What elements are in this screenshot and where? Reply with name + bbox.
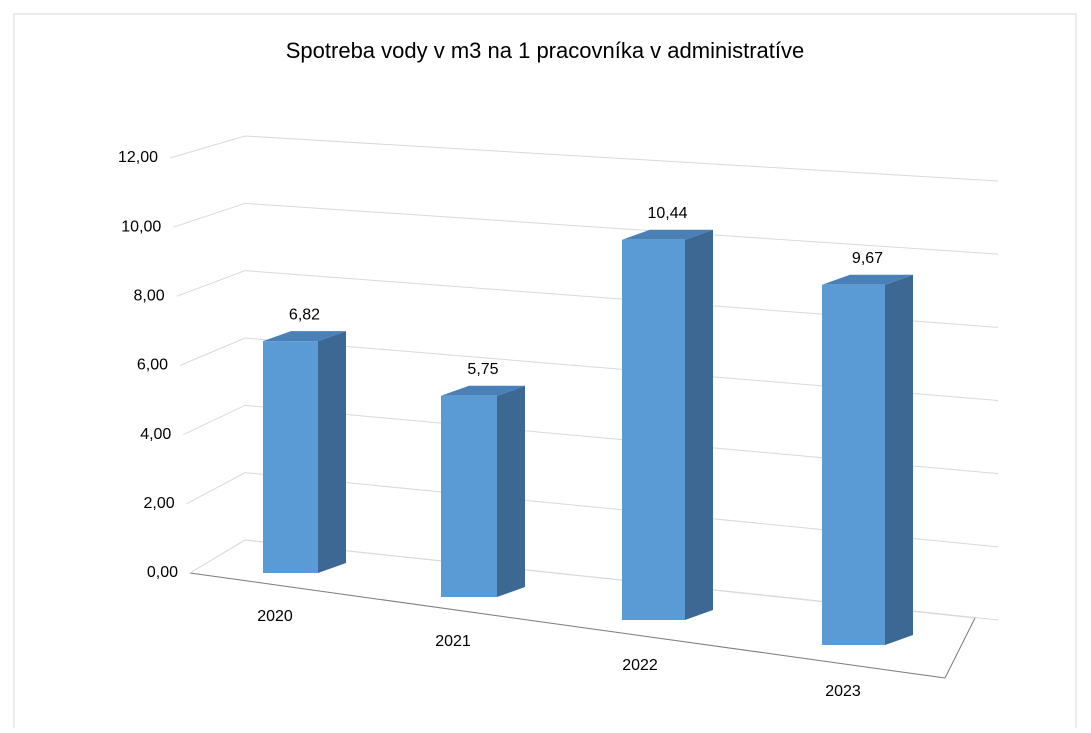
chart-frame [13,13,1077,733]
y-tick-label: 12,00 [118,149,158,166]
bar-top [263,331,346,342]
bar [263,341,318,573]
bar [822,284,885,645]
grid-line [179,337,999,401]
value-label: 5,75 [467,361,498,378]
bar-top [822,274,913,285]
grid-line [189,539,999,621]
grid-line [183,404,999,475]
bar-side [318,331,346,573]
x-tick-label: 2021 [435,633,471,650]
bar-top [441,385,525,396]
bar [622,239,685,620]
y-tick-label: 2,00 [144,495,175,512]
grid-line [169,135,999,182]
bar-side [685,229,713,620]
value-label: 9,67 [852,250,883,267]
y-tick-label: 4,00 [140,426,171,443]
y-tick-label: 6,00 [137,357,168,374]
value-label: 6,82 [289,306,320,323]
floor-side-edge [944,617,976,679]
x-tick-label: 2022 [622,657,658,674]
bar-top [622,229,713,240]
value-label: 10,44 [647,205,687,222]
x-tick-label: 2020 [257,608,293,625]
bar [441,395,497,597]
y-tick-label: 0,00 [147,564,178,581]
y-tick-label: 10,00 [121,218,161,235]
grid-line [173,202,999,255]
floor-front-edge [189,572,946,679]
grid-line [176,270,999,328]
bar-side [497,385,525,597]
y-tick-label: 8,00 [134,288,165,305]
bar-side [885,274,913,645]
x-tick-label: 2023 [825,683,861,700]
grid-line [186,472,999,548]
chart-title: Spotreba vody v m3 na 1 pracovníka v adm… [286,38,804,63]
